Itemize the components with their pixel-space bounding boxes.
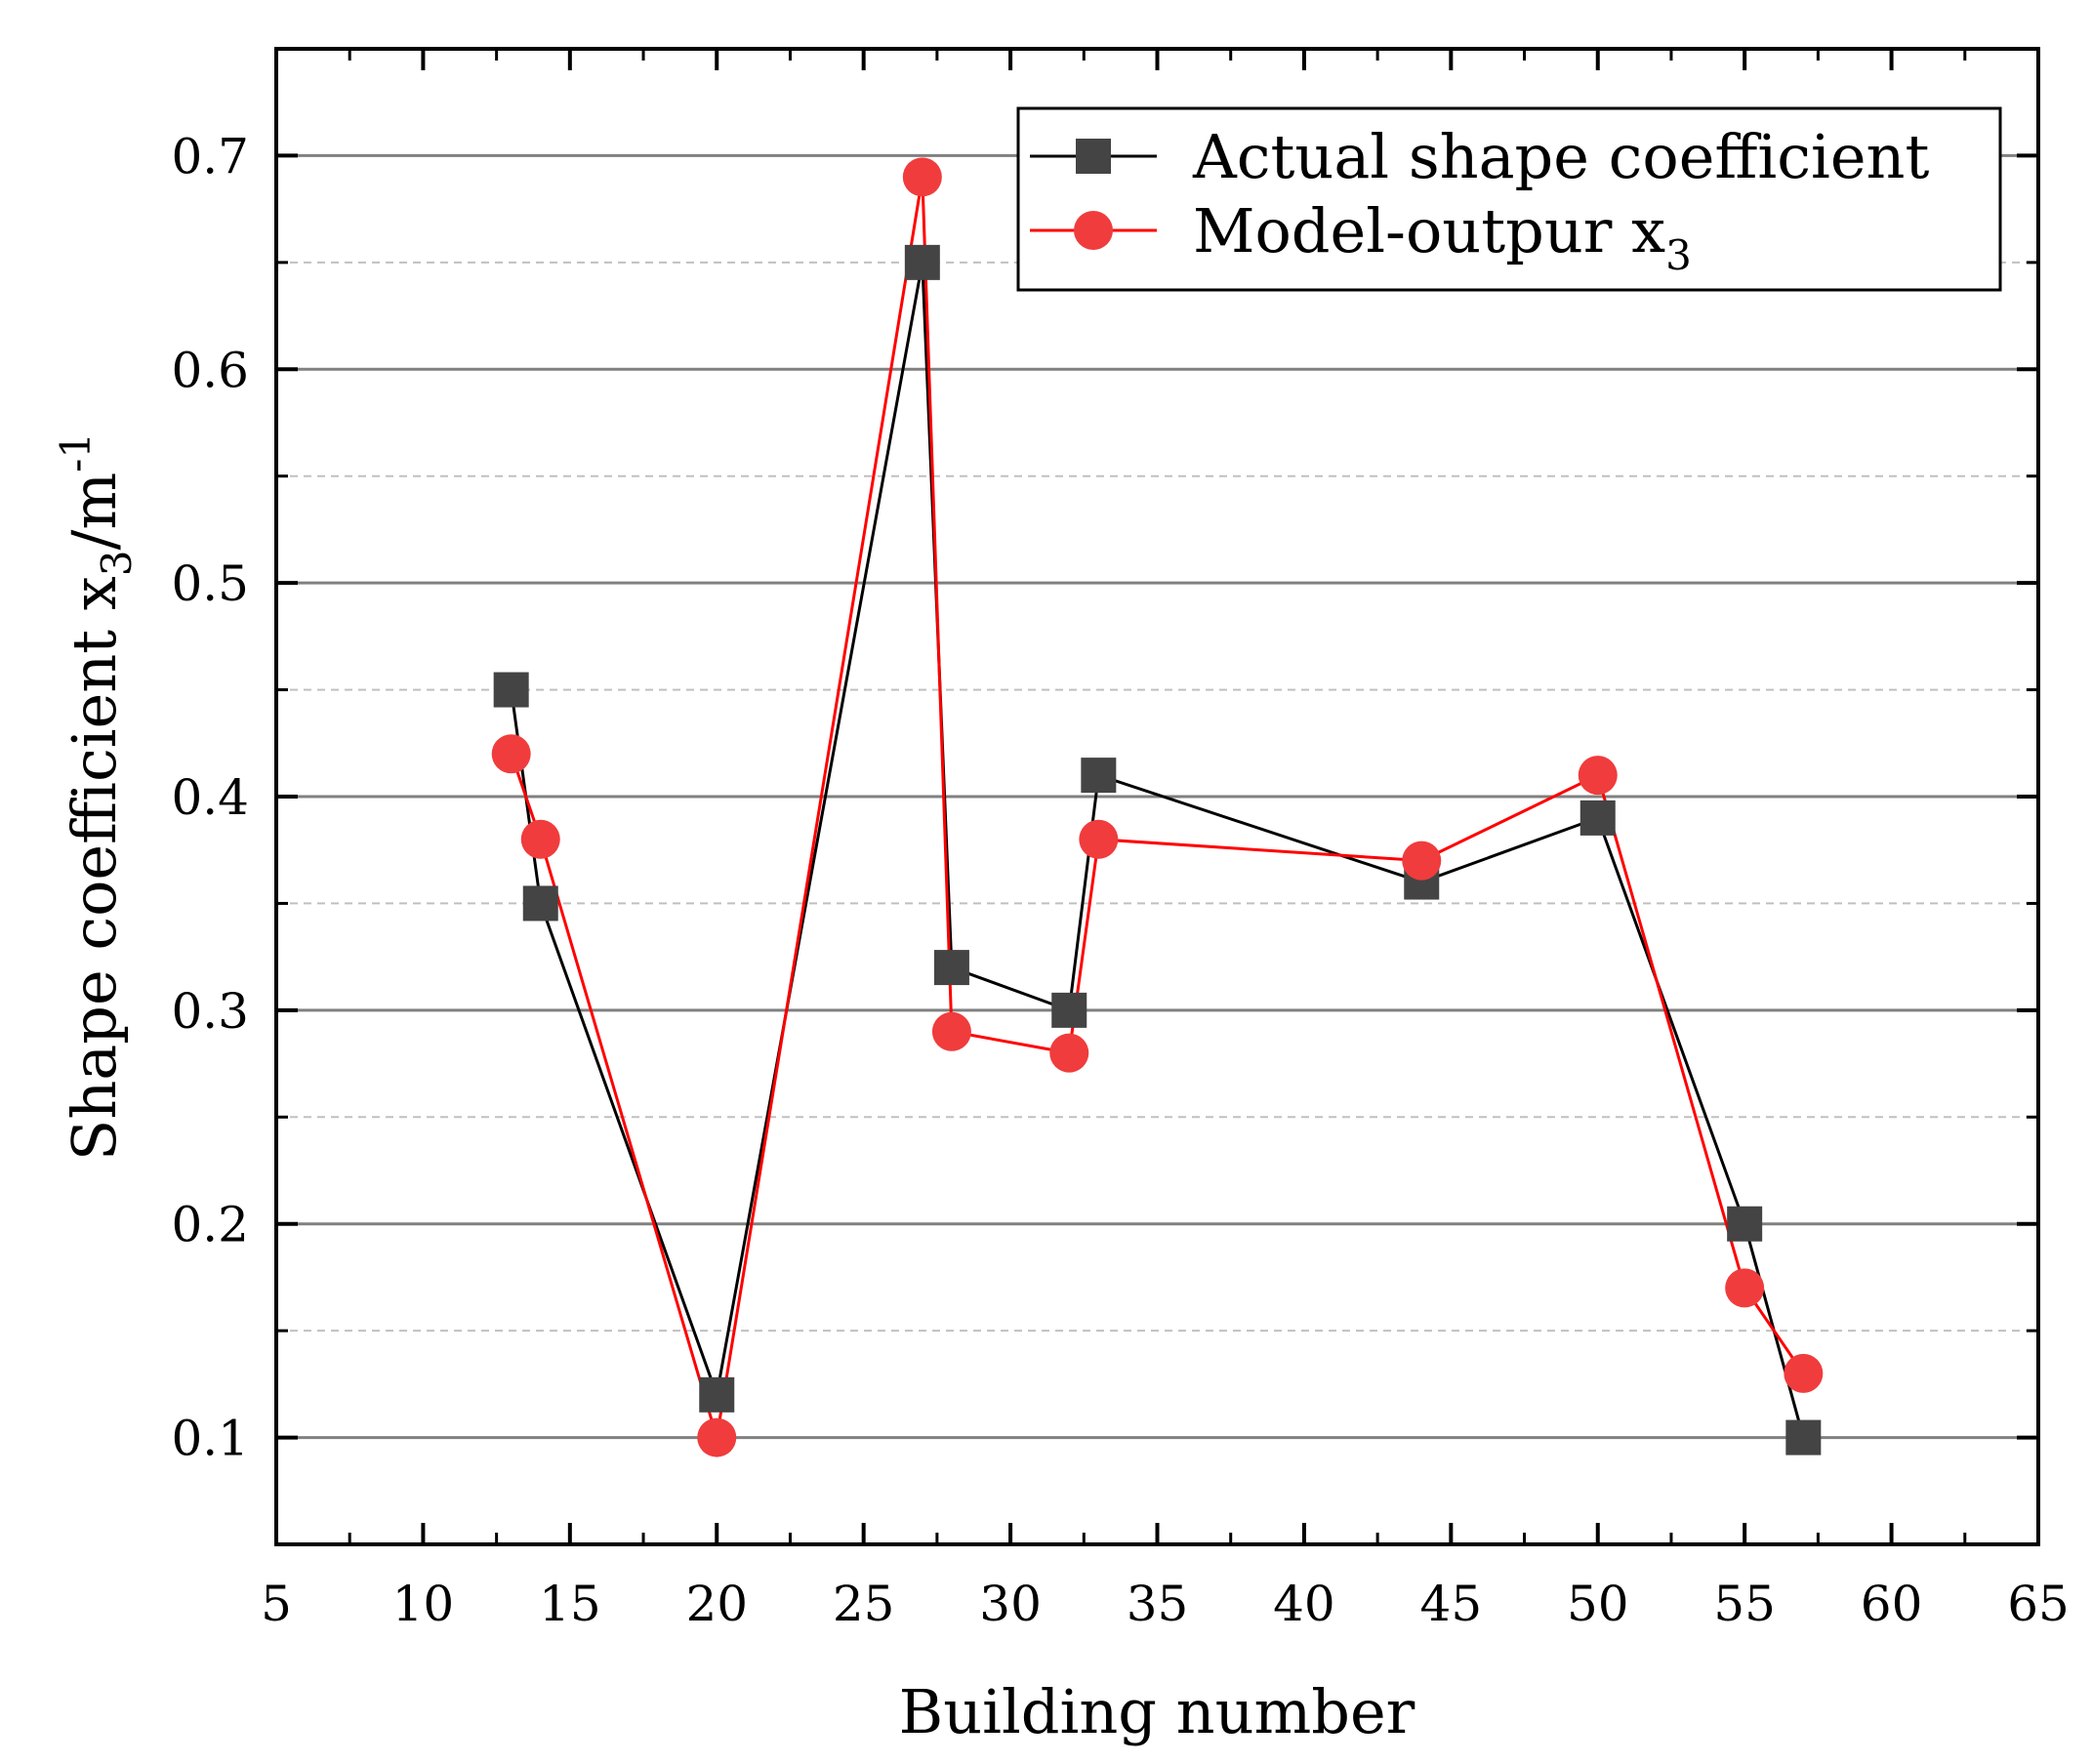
data-point-actual [1081, 758, 1117, 794]
x-tick-label: 20 [685, 1576, 748, 1632]
data-point-model [902, 157, 942, 197]
data-point-actual [933, 950, 969, 986]
y-axis-title-mid: /m [59, 472, 130, 551]
x-tick-label: 15 [539, 1576, 601, 1632]
y-tick-label: 0.6 [171, 342, 249, 398]
y-axis-title: Shape coefficient x3/m-1 [52, 432, 141, 1161]
x-tick-label: 35 [1127, 1576, 1189, 1632]
x-tick-label: 50 [1567, 1576, 1629, 1632]
y-tick-label: 0.1 [171, 1411, 249, 1467]
data-point-model [1079, 819, 1119, 859]
x-tick-label: 60 [1861, 1576, 1923, 1632]
y-tick-label: 0.5 [171, 555, 249, 612]
data-point-actual [1785, 1419, 1822, 1456]
data-point-actual [493, 672, 529, 708]
data-point-model [491, 734, 531, 774]
y-axis-title-main: Shape coefficient x [59, 576, 130, 1161]
legend: Actual shape coefficient Model-outpur x3 [1016, 106, 2002, 292]
data-point-model [1049, 1033, 1089, 1073]
data-point-model [1784, 1353, 1824, 1393]
axis-ticks [274, 47, 2040, 1546]
data-point-actual [699, 1376, 735, 1413]
y-axis-title-sup: -1 [52, 432, 100, 472]
y-tick-label: 0.3 [171, 983, 249, 1040]
x-tick-label: 45 [1420, 1576, 1483, 1632]
data-point-actual [904, 244, 940, 280]
plot-series [491, 157, 1824, 1457]
legend-label-model-sub: 3 [1665, 231, 1692, 279]
x-tick-label: 30 [979, 1576, 1042, 1632]
x-tick-label: 40 [1273, 1576, 1335, 1632]
x-tick-label: 55 [1713, 1576, 1776, 1632]
data-point-actual [1051, 992, 1087, 1028]
data-point-model [1725, 1268, 1765, 1308]
data-point-model [520, 819, 560, 859]
x-tick-label: 10 [392, 1576, 455, 1632]
data-point-model [1578, 756, 1618, 796]
data-point-model [697, 1417, 737, 1457]
legend-label-actual: Actual shape coefficient [1192, 121, 1929, 192]
legend-marker-model [1074, 211, 1113, 250]
x-tick-label: 5 [261, 1576, 292, 1632]
legend-label-model: Model-outpur x3 [1193, 195, 1692, 279]
data-point-actual [1579, 800, 1616, 836]
x-axis-title: Building number [899, 1676, 1415, 1747]
data-point-actual [522, 885, 558, 922]
y-tick-label: 0.4 [171, 769, 249, 826]
data-point-model [1402, 841, 1442, 881]
y-tick-label: 0.2 [171, 1197, 249, 1253]
y-axis-title-sub: 3 [93, 551, 141, 577]
legend-marker-actual [1076, 139, 1111, 174]
legend-box [1016, 106, 2002, 292]
legend-label-model-main: Model-outpur x [1193, 195, 1665, 267]
x-tick-label: 25 [833, 1576, 895, 1632]
series-line-actual [510, 262, 1805, 1438]
tick-labels: 0.1 0.2 0.3 0.4 0.5 0.6 0.7 5 10 15 20 25 30 35 40 45 50… [171, 128, 2069, 1632]
data-point-model [931, 1011, 971, 1051]
y-tick-label: 0.7 [171, 128, 249, 185]
data-point-actual [1727, 1206, 1763, 1242]
x-tick-label: 65 [2007, 1576, 2070, 1632]
